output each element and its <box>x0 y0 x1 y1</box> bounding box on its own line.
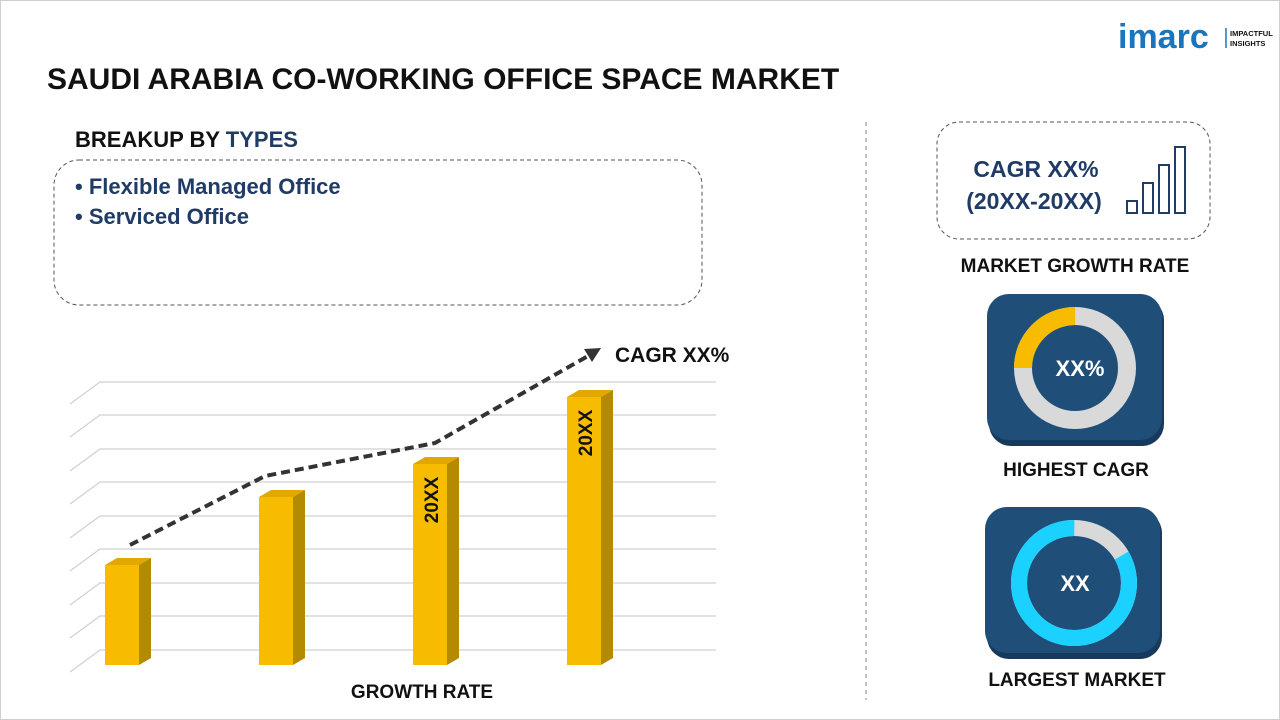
type-item: • Flexible Managed Office <box>75 174 341 199</box>
card-value: XX <box>1060 571 1090 596</box>
donut-arc <box>1014 307 1136 429</box>
type-item: • Serviced Office <box>75 204 249 229</box>
arrow-head <box>584 348 601 362</box>
card-value: XX% <box>1056 356 1105 381</box>
logo[interactable]: imarc <box>1118 18 1209 56</box>
cagr-box <box>936 121 1211 240</box>
growth-icon <box>1126 146 1186 214</box>
heading-prefix: BREAKUP BY <box>75 127 220 152</box>
heading-highlight: TYPES <box>226 127 298 152</box>
bar <box>105 558 151 665</box>
trend-arrow <box>129 354 589 547</box>
bar <box>567 390 613 665</box>
caption: HIGHEST CAGR <box>1003 460 1149 481</box>
bar-label: 20XX <box>576 409 597 456</box>
bar <box>259 490 305 665</box>
logo-tagline: IMPACTFUL <box>1230 29 1273 38</box>
bar-label: 20XX <box>422 476 443 523</box>
bars <box>105 390 613 665</box>
logo-tagline: INSIGHTS <box>1230 39 1265 48</box>
cagr-period: (20XX-20XX) <box>966 188 1102 214</box>
breakup-heading: BREAKUP BY TYPES <box>75 127 298 152</box>
x-axis-label: GROWTH RATE <box>351 682 493 703</box>
cagr-label: CAGR XX% <box>615 344 730 367</box>
caption: MARKET GROWTH RATE <box>961 256 1190 277</box>
donut-arc <box>1011 520 1137 646</box>
title: SAUDI ARABIA CO-WORKING OFFICE SPACE MAR… <box>47 63 839 96</box>
chart-grid <box>69 381 716 673</box>
cagr-value: CAGR XX% <box>973 156 1098 182</box>
caption: LARGEST MARKET <box>988 670 1166 691</box>
bar <box>413 457 459 665</box>
